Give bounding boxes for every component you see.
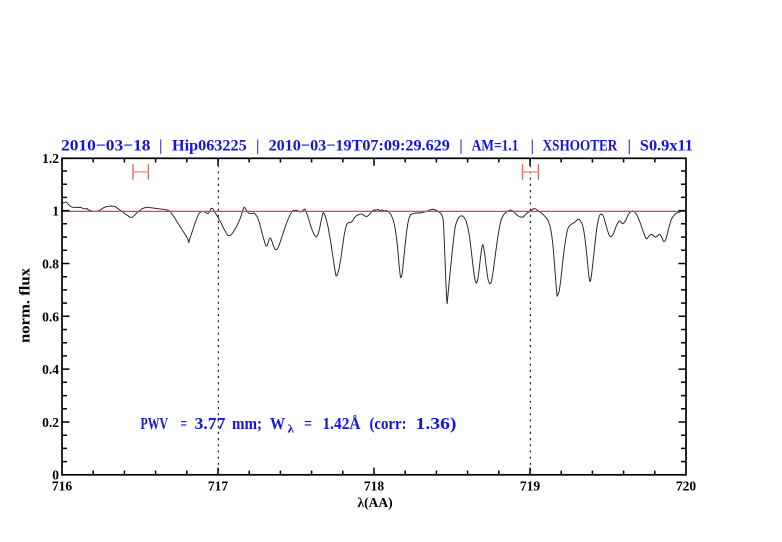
svg-text:2010−03−19T07:09:29.629: 2010−03−19T07:09:29.629	[269, 137, 450, 155]
svg-text:1: 1	[52, 204, 59, 219]
svg-text:W: W	[270, 414, 286, 433]
svg-text:|: |	[460, 137, 463, 155]
svg-text:mm;: mm;	[232, 414, 262, 433]
svg-text:norm. flux: norm. flux	[18, 267, 34, 343]
svg-text:2010−03−18: 2010−03−18	[61, 137, 151, 155]
svg-text:λ(AA): λ(AA)	[357, 495, 392, 510]
svg-text:1.42Å: 1.42Å	[323, 414, 361, 433]
svg-text:=: =	[181, 414, 188, 433]
svg-text:S0.9x11: S0.9x11	[640, 137, 693, 155]
svg-text:0: 0	[52, 468, 59, 483]
svg-text:Hip063225: Hip063225	[172, 137, 247, 155]
svg-text:718: 718	[364, 478, 385, 493]
svg-text:(corr:: (corr:	[370, 414, 407, 433]
svg-text:|: |	[531, 137, 534, 155]
svg-text:716: 716	[52, 478, 73, 493]
svg-text:|: |	[159, 137, 162, 155]
svg-text:|: |	[628, 137, 631, 155]
svg-text:0.6: 0.6	[42, 310, 59, 325]
svg-text:0.8: 0.8	[42, 257, 59, 272]
svg-text:0.2: 0.2	[42, 415, 59, 430]
svg-text:719: 719	[520, 478, 541, 493]
svg-text:3.77: 3.77	[195, 414, 226, 433]
svg-text:0.4: 0.4	[42, 362, 59, 377]
svg-text:|: |	[256, 137, 259, 155]
svg-text:XSHOOTER: XSHOOTER	[543, 137, 618, 155]
svg-text:720: 720	[676, 478, 697, 493]
svg-text:=: =	[304, 414, 312, 433]
svg-text:PWV: PWV	[141, 414, 169, 433]
svg-text:AM=1.1: AM=1.1	[472, 137, 519, 155]
svg-text:λ: λ	[288, 422, 295, 436]
svg-text:717: 717	[208, 478, 229, 493]
svg-text:1.36): 1.36)	[416, 414, 457, 433]
svg-text:1.2: 1.2	[42, 151, 59, 166]
